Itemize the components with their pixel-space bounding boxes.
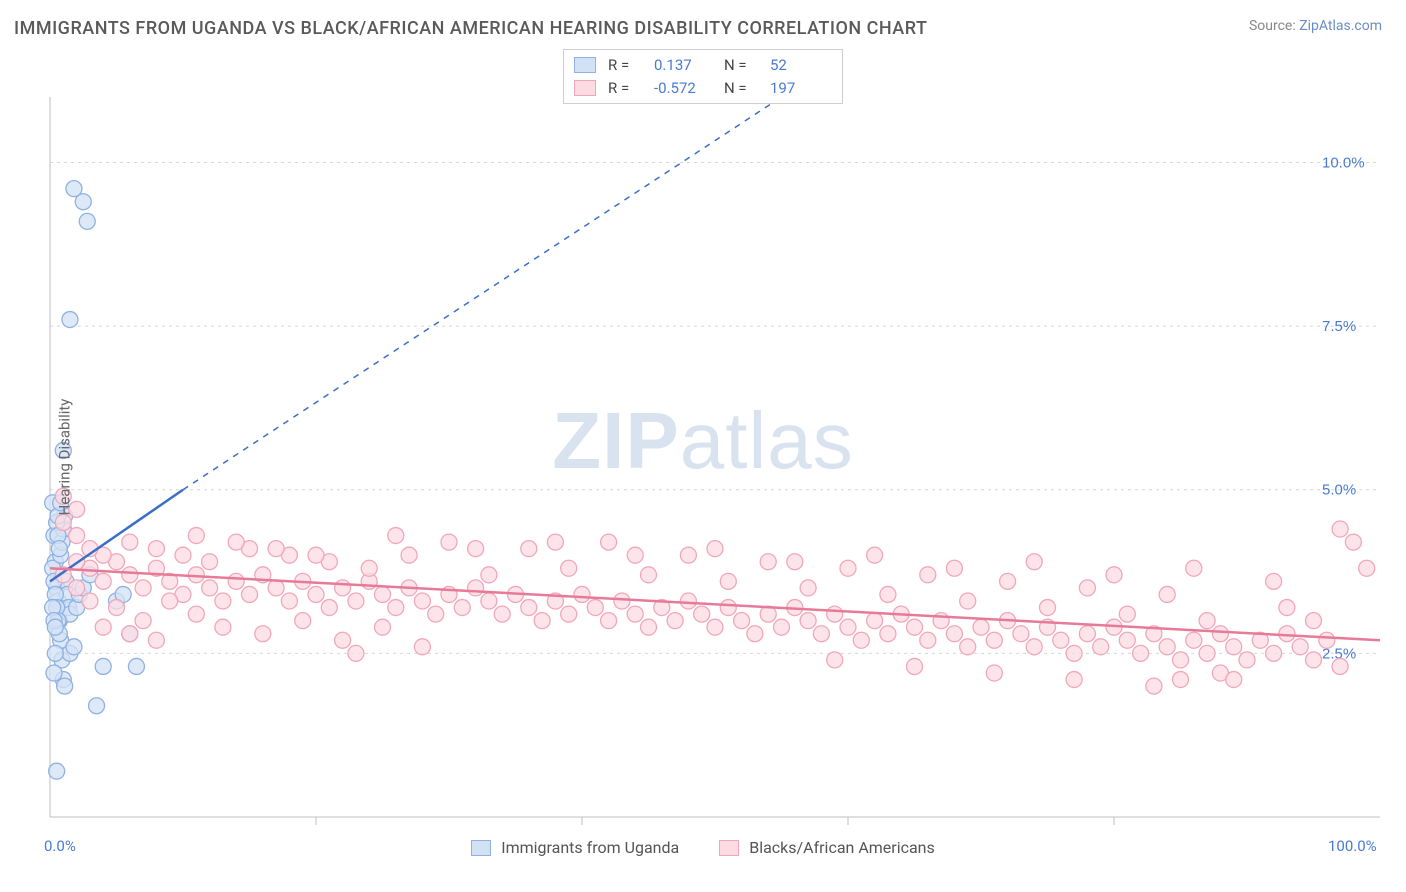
statistics-legend: R =0.137N =52R =-0.572N =197 bbox=[563, 49, 843, 104]
legend-row: R =-0.572N =197 bbox=[574, 77, 828, 100]
legend-row: R =0.137N =52 bbox=[574, 54, 828, 77]
legend-swatch bbox=[471, 840, 491, 856]
svg-text:5.0%: 5.0% bbox=[1322, 482, 1356, 499]
chart-title: IMMIGRANTS FROM UGANDA VS BLACK/AFRICAN … bbox=[14, 18, 927, 39]
series-legend-item: Blacks/African Americans bbox=[719, 838, 935, 857]
legend-swatch bbox=[574, 80, 596, 96]
svg-text:10.0%: 10.0% bbox=[1322, 154, 1365, 171]
legend-swatch bbox=[574, 57, 596, 73]
x-axis-min-label: 0.0% bbox=[44, 837, 76, 855]
source-link[interactable]: ZipAtlas.com bbox=[1299, 18, 1382, 34]
svg-text:7.5%: 7.5% bbox=[1322, 318, 1356, 335]
series-legend-item: Immigrants from Uganda bbox=[471, 838, 679, 857]
x-axis-max-label: 100.0% bbox=[1328, 837, 1377, 855]
series-name: Immigrants from Uganda bbox=[501, 838, 679, 857]
chart-area: Hearing Disability ZIPatlas 2.5%5.0%7.5%… bbox=[0, 47, 1406, 867]
legend-swatch bbox=[719, 840, 739, 856]
y-axis-label: Hearing Disability bbox=[55, 399, 73, 516]
scatter-chart: 2.5%5.0%7.5%10.0% bbox=[0, 47, 1406, 867]
series-legend: Immigrants from Uganda Blacks/African Ame… bbox=[0, 838, 1406, 857]
source-label: Source: ZipAtlas.com bbox=[1249, 18, 1382, 34]
series-name: Blacks/African Americans bbox=[749, 838, 935, 857]
